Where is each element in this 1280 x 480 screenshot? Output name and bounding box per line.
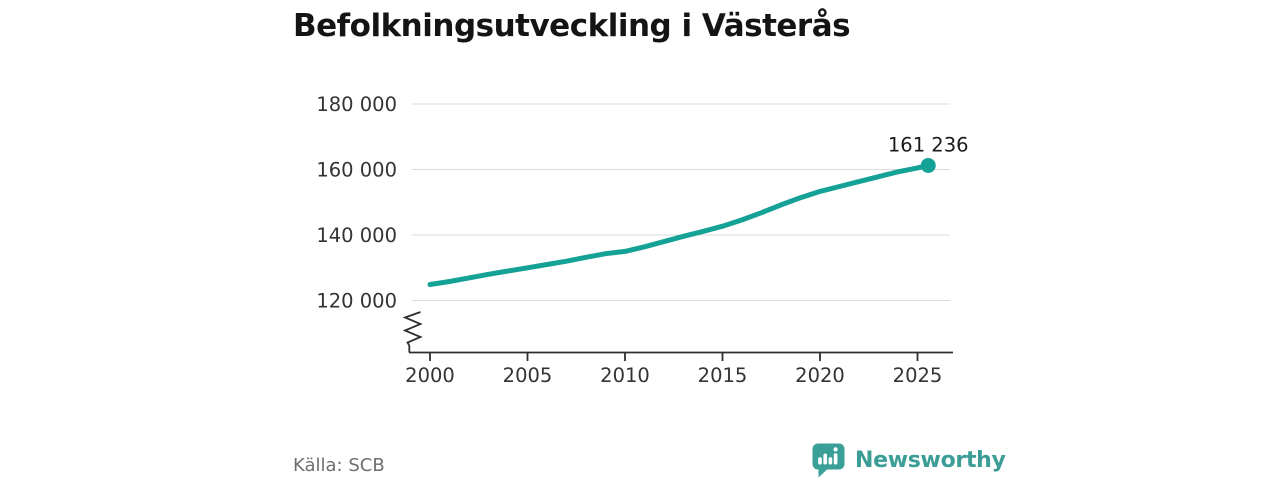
x-tick-label: 2015 bbox=[698, 364, 748, 387]
newsworthy-logo: Newsworthy bbox=[811, 441, 1006, 479]
x-tick-label: 2020 bbox=[795, 364, 845, 387]
y-tick-label: 120 000 bbox=[316, 290, 397, 313]
population-line bbox=[427, 163, 931, 287]
x-tick-label: 2005 bbox=[503, 364, 553, 387]
y-axis-break-icon bbox=[402, 311, 423, 353]
newsworthy-speech-bubble-chart-icon bbox=[811, 442, 846, 479]
source-attribution: Källa: SCB bbox=[293, 455, 385, 476]
latest-value-label: 161 236 bbox=[888, 133, 969, 156]
y-tick-label: 160 000 bbox=[316, 159, 397, 182]
x-tick-label: 2000 bbox=[405, 364, 455, 387]
x-tick-label: 2025 bbox=[893, 364, 943, 387]
page-title: Befolkningsutveckling i Västerås bbox=[293, 8, 851, 44]
latest-point-marker bbox=[920, 157, 936, 173]
x-tick-label: 2010 bbox=[600, 364, 650, 387]
y-tick-label: 140 000 bbox=[316, 224, 397, 247]
y-tick-label: 180 000 bbox=[316, 93, 397, 116]
newsworthy-wordmark: Newsworthy bbox=[855, 447, 1006, 473]
